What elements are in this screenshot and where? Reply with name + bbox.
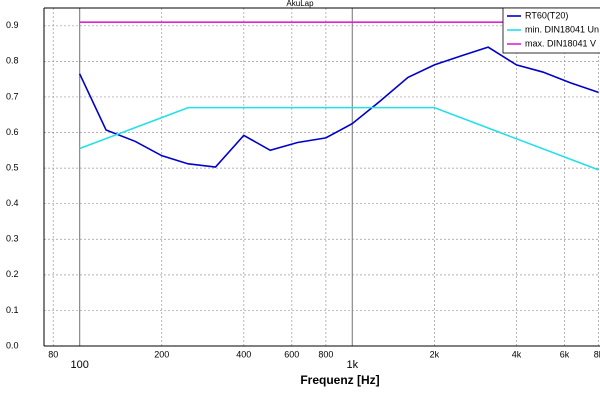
x-tick-label: 8k (594, 349, 600, 359)
data-line (78, 46, 599, 168)
data-line (79, 106, 599, 171)
x-tick-label: 80 (48, 349, 58, 359)
x-tick-label: 1k (346, 359, 358, 371)
x-tick-label: 100 (70, 359, 88, 371)
y-tick-label: 0.0 (6, 340, 19, 350)
legend-label: RT60(T20) (525, 10, 568, 20)
y-tick-label: 0.3 (6, 234, 19, 244)
y-tick-label: 0.6 (6, 127, 19, 137)
chart-title: AkuLap (286, 0, 314, 8)
y-tick-label: 0.7 (6, 91, 19, 101)
y-tick-label: 0.9 (6, 20, 19, 30)
x-tick-label: 200 (154, 349, 169, 359)
legend-label: max. DIN18041 V (525, 38, 596, 48)
x-tick-label: 800 (318, 349, 333, 359)
y-tick-label: 0.4 (6, 198, 19, 208)
y-tick-label: 0.5 (6, 162, 19, 172)
legend-label: min. DIN18041 Un (525, 24, 599, 34)
x-tick-label: 2k (430, 349, 440, 359)
x-tick-label: 400 (236, 349, 251, 359)
x-tick-label: 600 (284, 349, 299, 359)
y-tick-label: 0.1 (6, 305, 19, 315)
x-tick-label: 4k (512, 349, 522, 359)
y-tick-label: 0.2 (6, 269, 19, 279)
y-tick-label: 0.8 (6, 56, 19, 66)
x-tick-label: 6k (560, 349, 570, 359)
x-axis-label: Frequenz [Hz] (300, 373, 379, 387)
